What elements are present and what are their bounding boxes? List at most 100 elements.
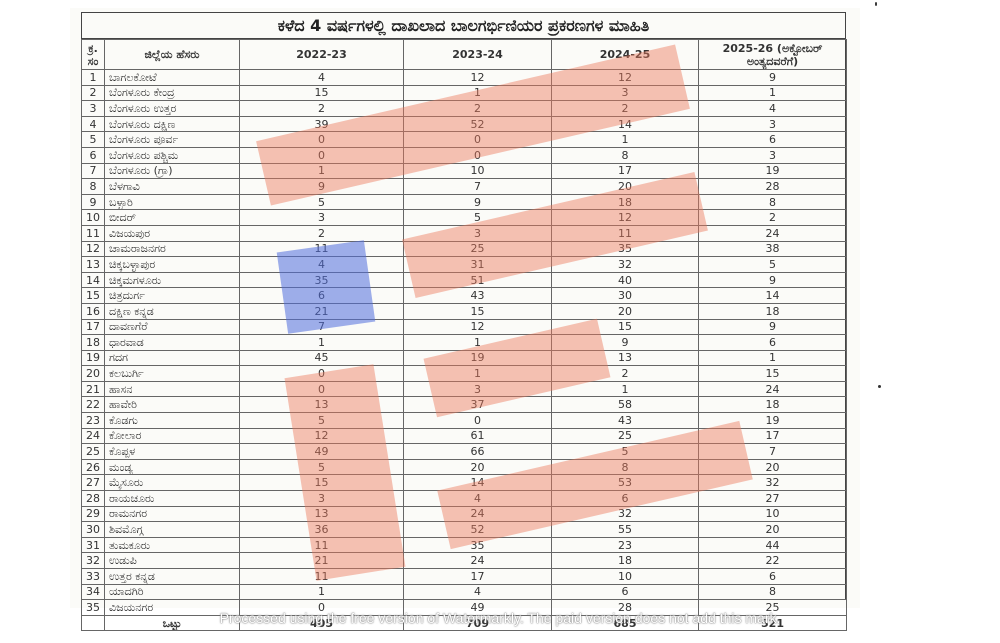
- sl-cell: 15: [81, 287, 105, 304]
- scan-speck: [878, 385, 881, 388]
- value-cell-2022-23: 1: [239, 162, 404, 180]
- watermark-text: Processed using the free version of Wate…: [219, 610, 781, 626]
- table-row: 29 ರಾಮನಗರ 13 24 32 10: [81, 505, 847, 523]
- value-cell-2023-24: 0: [403, 131, 552, 148]
- sl-cell: 27: [81, 474, 105, 492]
- value-cell-2024-25: 35: [551, 240, 699, 258]
- value-cell-2024-25: 13: [551, 349, 699, 367]
- value-cell-2023-24: 2: [403, 100, 552, 117]
- value-cell-2024-25: 17: [551, 162, 699, 180]
- sl-cell: 19: [81, 349, 105, 367]
- district-cell: ಹಾವೇರಿ: [104, 396, 240, 414]
- value-cell-2023-24: 0: [403, 146, 552, 164]
- value-cell-2025-26: 32: [698, 474, 847, 492]
- district-cell: ಮೈಸೂರು: [104, 474, 240, 492]
- sl-cell: 20: [81, 365, 105, 382]
- table-row: 14 ಚಿಕ್ಕಮಗಳೂರು 35 51 40 9: [81, 271, 847, 289]
- value-cell-2022-23: 0: [239, 365, 404, 382]
- value-cell-2025-26: 20: [698, 458, 847, 476]
- value-cell-2022-23: 15: [239, 474, 404, 492]
- table-header-row: ಕ್ರ. ಸಂ ಜಿಲ್ಲೆಯ ಹೆಸರು 2022-23 2023-24 20…: [81, 39, 847, 70]
- value-cell-2022-23: 13: [239, 396, 404, 414]
- table-row: 25 ಕೊಪ್ಪಳ 49 66 5 7: [81, 443, 847, 460]
- sl-cell: 33: [81, 568, 105, 585]
- total-2023-24: 709: [403, 614, 552, 632]
- sl-cell: 21: [81, 380, 105, 398]
- sl-cell: 18: [81, 334, 105, 351]
- table-row: 10 ಬೀದರ್ 3 5 12 2: [81, 209, 847, 226]
- value-cell-2023-24: 51: [403, 271, 552, 289]
- table-row: 15 ಚಿತ್ರದುರ್ಗ 6 43 30 14: [81, 287, 847, 304]
- sl-cell: 22: [81, 396, 105, 414]
- data-table: ಕ್ರ. ಸಂ ಜಿಲ್ಲೆಯ ಹೆಸರು 2022-23 2023-24 20…: [81, 39, 847, 632]
- value-cell-2023-24: 4: [403, 490, 552, 507]
- value-cell-2023-24: 3: [403, 380, 552, 398]
- value-cell-2025-26: 27: [698, 490, 847, 507]
- value-cell-2024-25: 30: [551, 287, 699, 304]
- table-row: 7 ಬೆಂಗಳೂರು (ಗ್ರಾ) 1 10 17 19: [81, 162, 847, 180]
- value-cell-2024-25: 25: [551, 427, 699, 445]
- district-cell: ಬಾಗಲಕೋಟೆ: [104, 69, 240, 86]
- value-cell-2023-24: 3: [403, 224, 552, 242]
- district-cell: ಹಾಸನ: [104, 380, 240, 398]
- value-cell-2022-23: 0: [239, 146, 404, 164]
- value-cell-2024-25: 10: [551, 568, 699, 585]
- table-row: 5 ಬೆಂಗಳೂರು ಪೂರ್ವ 0 0 1 6: [81, 131, 847, 148]
- value-cell-2024-25: 1: [551, 380, 699, 398]
- value-cell-2022-23: 49: [239, 443, 404, 460]
- district-cell: ಧಾರವಾಡ: [104, 334, 240, 351]
- district-cell: ಕೋಲಾರ: [104, 427, 240, 445]
- district-cell: ಬೆಂಗಳೂರು (ಗ್ರಾ): [104, 162, 240, 180]
- sl-cell: 13: [81, 256, 105, 273]
- table-row: 13 ಚಿಕ್ಕಬಳ್ಳಾಪುರ 4 31 32 5: [81, 256, 847, 273]
- sl-cell: 11: [81, 224, 105, 242]
- table-row: 22 ಹಾವೇರಿ 13 37 58 18: [81, 396, 847, 414]
- value-cell-2023-24: 52: [403, 115, 552, 133]
- value-cell-2024-25: 43: [551, 412, 699, 429]
- value-cell-2024-25: 32: [551, 256, 699, 273]
- value-cell-2023-24: 12: [403, 69, 552, 86]
- value-cell-2022-23: 2: [239, 100, 404, 117]
- sl-cell: 29: [81, 505, 105, 523]
- value-cell-2025-26: 9: [698, 318, 847, 336]
- value-cell-2024-25: 3: [551, 84, 699, 102]
- value-cell-2025-26: 6: [698, 568, 847, 585]
- value-cell-2024-25: 55: [551, 521, 699, 538]
- district-cell: ಗದಗ: [104, 349, 240, 367]
- district-cell: ವಿಜಯಪುರ: [104, 224, 240, 242]
- table-row: 32 ಉಡುಪಿ 21 24 18 22: [81, 552, 847, 569]
- sl-cell: 1: [81, 69, 105, 86]
- value-cell-2022-23: 9: [239, 178, 404, 195]
- value-cell-2024-25: 32: [551, 505, 699, 523]
- district-cell: ರಾಯಚೂರು: [104, 490, 240, 507]
- table-row: 18 ಧಾರವಾಡ 1 1 9 6: [81, 334, 847, 351]
- table-row: 3 ಬೆಂಗಳೂರು ಉತ್ತರ 2 2 2 4: [81, 100, 847, 117]
- district-cell: ಚಿಕ್ಕಮಗಳೂರು: [104, 271, 240, 289]
- value-cell-2024-25: 6: [551, 490, 699, 507]
- district-cell: ಉತ್ತರ ಕನ್ನಡ: [104, 568, 240, 585]
- value-cell-2024-25: 12: [551, 69, 699, 86]
- sl-cell: 2: [81, 84, 105, 102]
- value-cell-2025-26: 9: [698, 69, 847, 86]
- table-row: 4 ಬೆಂಗಳೂರು ದಕ್ಷಿಣ 39 52 14 3: [81, 115, 847, 133]
- value-cell-2024-25: 14: [551, 115, 699, 133]
- value-cell-2024-25: 18: [551, 193, 699, 211]
- value-cell-2025-26: 1: [698, 84, 847, 102]
- value-cell-2025-26: 7: [698, 443, 847, 460]
- value-cell-2025-26: 18: [698, 396, 847, 414]
- value-cell-2023-24: 15: [403, 302, 552, 320]
- value-cell-2022-23: 12: [239, 427, 404, 445]
- value-cell-2025-26: 6: [698, 334, 847, 351]
- total-2025-26: 521: [698, 614, 847, 632]
- sl-cell: 10: [81, 209, 105, 226]
- value-cell-2025-26: 2: [698, 209, 847, 226]
- header-2023-24: 2023-24: [403, 39, 552, 70]
- value-cell-2024-25: 6: [551, 583, 699, 601]
- sl-cell: 16: [81, 302, 105, 320]
- sl-cell: 12: [81, 240, 105, 258]
- total-2022-23: 405: [239, 614, 404, 632]
- value-cell-2022-23: 13: [239, 505, 404, 523]
- value-cell-2023-24: 31: [403, 256, 552, 273]
- header-district: ಜಿಲ್ಲೆಯ ಹೆಸರು: [104, 39, 240, 70]
- district-cell: ಬೆಳಗಾವಿ: [104, 178, 240, 195]
